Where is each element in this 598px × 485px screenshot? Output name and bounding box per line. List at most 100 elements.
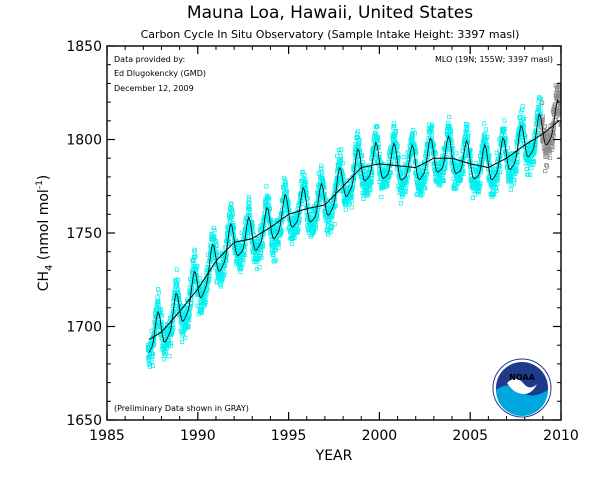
data-point	[161, 357, 166, 362]
data-point	[224, 253, 229, 258]
data-point	[487, 153, 492, 158]
data-point	[187, 317, 192, 323]
y-axis-label: CH4 (nmol mol-1)	[35, 175, 55, 292]
data-point	[357, 141, 362, 146]
data-point	[280, 210, 286, 215]
data-point	[369, 176, 374, 181]
data-point	[207, 273, 212, 278]
data-point	[485, 134, 490, 140]
data-point	[521, 117, 526, 122]
data-point	[448, 132, 454, 137]
data-point	[388, 170, 393, 176]
data-point	[209, 232, 214, 237]
data-point	[251, 229, 256, 234]
data-point	[376, 141, 381, 146]
data-point	[400, 192, 405, 197]
data-point	[283, 177, 288, 182]
data-point	[326, 232, 331, 237]
data-point	[502, 133, 507, 138]
data-point	[159, 313, 165, 318]
data-point	[492, 192, 497, 197]
data-point	[508, 187, 513, 192]
data-point	[264, 184, 269, 189]
trend-line	[148, 120, 560, 341]
data-point	[199, 309, 204, 314]
data-point	[454, 151, 459, 156]
data-point	[208, 259, 213, 264]
data-point	[401, 155, 406, 160]
preliminary-data-point	[542, 124, 548, 129]
data-point	[192, 247, 197, 252]
data-point	[204, 292, 209, 297]
data-point	[261, 231, 266, 236]
data-point	[228, 202, 233, 207]
data-point	[369, 179, 374, 184]
data-point	[171, 325, 176, 331]
data-point	[186, 315, 191, 320]
preliminary-data-point	[548, 155, 553, 161]
data-point	[395, 143, 400, 148]
data-point	[289, 241, 294, 246]
data-point	[166, 344, 171, 349]
data-point	[368, 187, 373, 192]
data-point	[478, 181, 483, 186]
x-tick-label: 2000	[362, 428, 398, 444]
data-point	[198, 276, 203, 281]
y-tick-label: 1650	[66, 413, 102, 429]
data-point	[448, 129, 453, 134]
data-point	[505, 145, 510, 150]
data-point	[329, 215, 334, 220]
data-point	[482, 121, 487, 126]
data-point	[392, 133, 398, 138]
data-point	[394, 147, 400, 152]
final-data-points	[145, 95, 544, 369]
data-point	[495, 182, 500, 187]
data-point	[374, 124, 379, 129]
data-point	[538, 108, 543, 113]
data-point	[491, 191, 496, 196]
data-point	[159, 321, 164, 326]
data-point	[497, 163, 502, 169]
data-point	[422, 176, 427, 181]
data-point	[230, 210, 235, 215]
data-point	[438, 183, 443, 188]
data-point	[259, 255, 264, 260]
data-point	[211, 225, 216, 230]
data-point	[315, 216, 320, 221]
y-tick-label: 1700	[66, 320, 102, 336]
data-point	[477, 183, 482, 188]
data-point	[229, 201, 234, 206]
data-point	[404, 181, 409, 186]
x-tick-label: 1985	[89, 428, 125, 444]
data-point	[170, 328, 176, 333]
data-point	[478, 170, 483, 175]
y-axis-label-subscript: 4	[44, 265, 55, 271]
data-point	[168, 343, 173, 348]
data-point	[476, 184, 481, 189]
data-point	[170, 304, 175, 309]
data-point	[349, 192, 354, 197]
data-point	[390, 153, 395, 158]
noaa-logo: NOAA	[492, 358, 552, 418]
data-point	[394, 144, 399, 150]
data-point	[299, 198, 304, 204]
data-point	[391, 121, 396, 126]
data-point	[292, 236, 297, 241]
data-point	[161, 338, 166, 343]
data-point	[284, 189, 289, 194]
data-point	[203, 297, 208, 302]
credit-line-1: Data provided by:	[114, 55, 185, 64]
data-point	[176, 287, 181, 292]
data-point	[266, 202, 271, 207]
data-point	[355, 154, 360, 159]
data-point	[279, 220, 284, 225]
data-point	[469, 173, 474, 178]
data-point	[248, 213, 253, 218]
data-point	[466, 131, 471, 136]
data-point	[369, 180, 374, 185]
data-point	[329, 225, 334, 230]
y-axis: 1650 1700 1750 1800 1850	[66, 39, 561, 429]
preliminary-data-point	[543, 169, 548, 174]
x-tick-label: 2005	[452, 428, 488, 444]
